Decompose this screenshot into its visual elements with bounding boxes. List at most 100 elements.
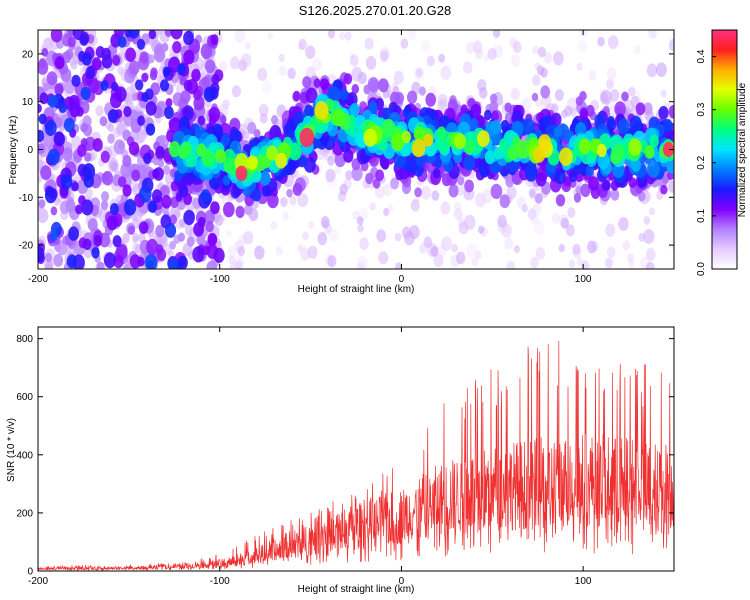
- spectrogram-cell: [117, 36, 127, 48]
- spectrogram-cell: [71, 74, 81, 87]
- spectrogram-cell: [387, 204, 394, 213]
- spectrogram-cell: [128, 141, 140, 156]
- spectrogram-cell: [129, 109, 139, 122]
- spectrogram-cell: [512, 41, 522, 54]
- spectrogram-cell: [411, 139, 426, 158]
- spectrogram-cell: [112, 235, 122, 248]
- spectrogram-cell: [499, 194, 510, 209]
- spectrogram-cell: [400, 38, 409, 49]
- spectrogram-cell: [483, 53, 490, 62]
- spectrogram-cell: [44, 120, 57, 136]
- spectrogram-cell: [610, 188, 620, 201]
- spectrogram-cell: [606, 246, 616, 258]
- spectrogram-cell: [343, 149, 354, 163]
- spectrogram-cell: [244, 41, 251, 50]
- spectrogram-cell: [106, 215, 118, 231]
- spectrogram-cell: [560, 217, 569, 229]
- spectrogram-cell: [278, 65, 287, 77]
- spectrogram-cell: [244, 203, 253, 216]
- spectrogram-cell: [566, 198, 573, 206]
- spectrogram-cell: [218, 60, 228, 72]
- spectrogram-cell: [621, 91, 629, 102]
- x-tick-label: 0: [399, 576, 405, 587]
- spectrogram-cell: [630, 158, 642, 172]
- spectrogram-cell: [46, 71, 58, 86]
- spectrogram-cell: [172, 41, 182, 54]
- y-tick-label: -10: [19, 193, 34, 204]
- spectrogram-cell: [666, 157, 674, 174]
- spectrogram-cell: [229, 128, 242, 145]
- spectrogram-cell: [300, 247, 311, 261]
- spectrogram-cell: [472, 40, 483, 54]
- spectrogram-cell: [164, 30, 172, 37]
- y-tick-label: 10: [22, 97, 34, 108]
- spectrogram-cell: [610, 89, 620, 102]
- spectrogram-cell: [211, 74, 220, 85]
- spectrogram-cell: [456, 251, 466, 265]
- spectrogram-cell: [253, 129, 261, 139]
- spectrogram-cell: [77, 144, 87, 157]
- spectrogram-cell: [477, 130, 490, 148]
- spectrogram-cell: [297, 192, 309, 208]
- spectrogram-cell: [464, 179, 474, 193]
- spectrogram-cell: [535, 247, 546, 260]
- spectrogram-cell: [643, 216, 651, 225]
- spectrogram-cell: [628, 86, 636, 97]
- spectrogram-cell: [633, 45, 641, 55]
- spectrogram-cell: [458, 221, 469, 235]
- spectrogram-cell: [327, 86, 341, 104]
- spectrogram-cell: [643, 102, 653, 115]
- spectrogram-cell: [668, 105, 674, 119]
- spectrogram-cell: [71, 135, 82, 149]
- spectrogram-cell: [298, 155, 308, 168]
- spectrogram-cell: [382, 183, 393, 197]
- spectrogram-cell: [484, 109, 492, 121]
- spectrogram-cell: [466, 243, 477, 258]
- spectrogram-cell: [84, 136, 96, 151]
- spectrogram-cell: [375, 169, 385, 182]
- spectrogram-cell: [662, 142, 674, 157]
- spectrogram-cell: [367, 77, 380, 93]
- spectrogram-cell: [344, 31, 352, 41]
- spectrogram-cell: [80, 122, 88, 133]
- spectrogram-cell: [178, 232, 185, 242]
- spectrogram-cell: [210, 34, 219, 45]
- spectrogram-cell: [280, 196, 288, 208]
- spectrogram-cell: [168, 117, 182, 134]
- spectrogram-cell: [288, 142, 302, 161]
- spectrogram-cell: [436, 126, 447, 140]
- spectrogram-cell: [60, 173, 73, 190]
- spectrogram-cell: [38, 199, 46, 209]
- spectrogram-cell: [667, 180, 674, 193]
- spectrogram-cell: [160, 185, 170, 198]
- spectrogram-cell: [648, 30, 657, 39]
- spectrogram-cell: [391, 133, 405, 151]
- spectrogram-cell: [178, 184, 189, 198]
- spectrogram-cell: [522, 118, 535, 135]
- spectrogram-cell: [210, 201, 220, 215]
- spectrogram-cell: [91, 57, 102, 71]
- spectrogram-cell: [510, 88, 520, 101]
- spectrogram-cell: [478, 165, 487, 175]
- spectrogram-cell: [349, 54, 359, 67]
- spectrogram-cell: [100, 200, 109, 211]
- spectrogram-cell: [463, 61, 473, 74]
- spectrogram-cell: [600, 89, 612, 105]
- spectrogram-cell: [271, 115, 279, 125]
- spectrogram-cell: [132, 232, 139, 242]
- spectrogram-cell: [581, 260, 590, 269]
- spectrogram-cell: [148, 200, 158, 213]
- spectrogram-cell: [247, 122, 257, 135]
- x-tick-label: 0: [399, 274, 405, 285]
- spectrogram-cell: [38, 208, 49, 224]
- spectrogram-cell: [292, 90, 301, 102]
- spectrogram-cell: [542, 115, 551, 126]
- spectrogram-cell: [267, 192, 279, 209]
- spectrogram-cell: [38, 143, 46, 155]
- spectrogram-cell: [261, 80, 272, 94]
- spectrogram-cell: [135, 79, 144, 91]
- x-tick-label: -100: [210, 576, 230, 587]
- spectrogram-cell: [107, 133, 115, 144]
- spectrogram-cell: [554, 89, 564, 102]
- spectrogram-cell: [278, 53, 285, 63]
